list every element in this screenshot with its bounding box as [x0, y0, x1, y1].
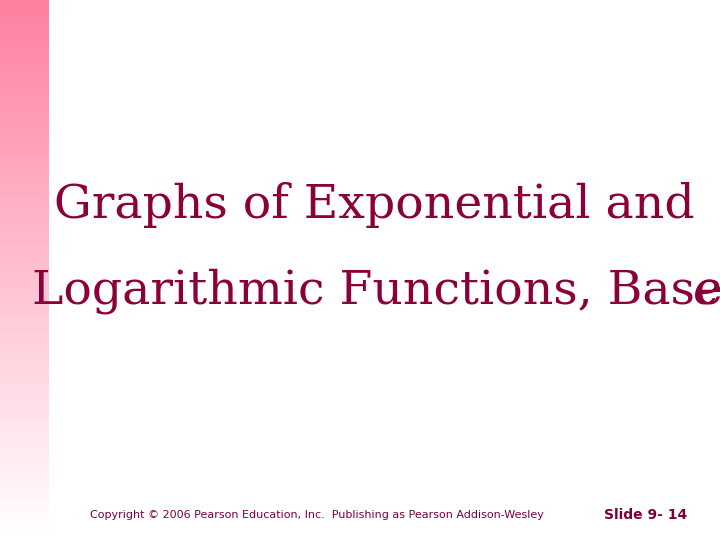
Bar	[0, 0, 49, 6]
Bar	[0, 399, 49, 405]
Bar	[0, 486, 49, 492]
Bar	[0, 47, 49, 54]
Bar	[0, 338, 49, 345]
Bar	[0, 276, 49, 284]
Bar	[0, 519, 49, 526]
Text: Graphs of Exponential and: Graphs of Exponential and	[54, 182, 695, 228]
Bar	[0, 115, 49, 122]
Bar	[0, 526, 49, 534]
Bar	[0, 513, 49, 519]
Bar	[0, 122, 49, 128]
Bar	[0, 330, 49, 338]
Bar	[0, 405, 49, 411]
Bar	[0, 128, 49, 135]
Bar	[0, 256, 49, 263]
Bar	[0, 189, 49, 195]
Bar	[0, 500, 49, 507]
Bar	[0, 162, 49, 168]
Bar	[0, 459, 49, 465]
Bar	[0, 493, 49, 500]
Bar	[0, 54, 49, 60]
Bar	[0, 195, 49, 202]
Bar	[0, 358, 49, 365]
Bar	[0, 411, 49, 418]
Bar	[0, 183, 49, 189]
Bar	[0, 534, 49, 540]
Text: Logarithmic Functions, Base: Logarithmic Functions, Base	[32, 269, 720, 314]
Bar	[0, 317, 49, 324]
Text: Slide 9- 14: Slide 9- 14	[604, 508, 688, 522]
Bar	[0, 372, 49, 378]
Bar	[0, 351, 49, 357]
Bar	[0, 68, 49, 74]
Bar	[0, 222, 49, 230]
Bar	[0, 324, 49, 330]
Bar	[0, 432, 49, 438]
Bar	[0, 141, 49, 149]
Bar	[0, 270, 49, 276]
Bar	[0, 27, 49, 33]
Bar	[0, 284, 49, 291]
Bar	[0, 364, 49, 372]
Bar	[0, 20, 49, 27]
Bar	[0, 303, 49, 310]
Bar	[0, 378, 49, 384]
Bar	[0, 81, 49, 87]
Bar	[0, 291, 49, 297]
Bar	[0, 168, 49, 176]
Bar	[0, 263, 49, 270]
Bar	[0, 216, 49, 222]
Text: Copyright © 2006 Pearson Education, Inc.  Publishing as Pearson Addison-Wesley: Copyright © 2006 Pearson Education, Inc.…	[90, 510, 544, 520]
Bar	[0, 507, 49, 513]
Bar	[0, 438, 49, 445]
Bar	[0, 472, 49, 480]
Bar	[0, 202, 49, 209]
Bar	[0, 40, 49, 47]
Bar	[0, 310, 49, 317]
Bar	[0, 74, 49, 81]
Bar	[0, 237, 49, 243]
Bar	[0, 480, 49, 486]
Bar	[0, 176, 49, 183]
Bar	[0, 60, 49, 68]
Bar	[0, 452, 49, 459]
Bar	[0, 87, 49, 94]
Bar	[0, 135, 49, 141]
Bar	[0, 297, 49, 303]
Bar	[0, 94, 49, 102]
Bar	[0, 345, 49, 351]
Bar	[0, 249, 49, 256]
Bar	[0, 418, 49, 426]
Bar	[0, 209, 49, 216]
Bar	[0, 33, 49, 40]
Bar	[0, 243, 49, 249]
Bar	[0, 465, 49, 472]
Bar	[0, 384, 49, 391]
Bar	[0, 426, 49, 432]
Bar	[0, 14, 49, 20]
Bar	[0, 446, 49, 453]
Bar	[0, 156, 49, 162]
Bar	[0, 392, 49, 399]
Bar	[0, 6, 49, 14]
Text: e: e	[693, 269, 720, 314]
Bar	[0, 108, 49, 115]
Bar	[0, 148, 49, 156]
Bar	[0, 230, 49, 237]
Bar	[0, 102, 49, 108]
